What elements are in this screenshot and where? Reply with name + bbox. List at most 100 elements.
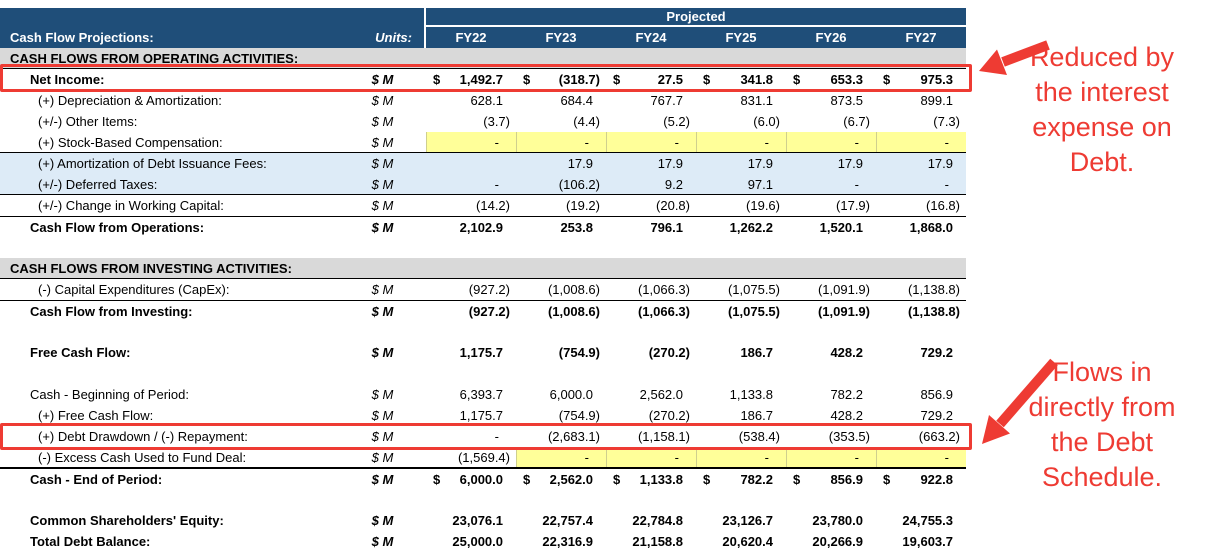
year-header[interactable]: FY26 <box>815 30 847 45</box>
value-cell[interactable]: (663.2) <box>918 429 960 444</box>
row-label-cell[interactable]: (+/-) Change in Working Capital: <box>38 198 224 213</box>
row-label-cell[interactable]: Cash - Beginning of Period: <box>30 387 189 402</box>
value-cell[interactable]: (1,158.1) <box>637 429 690 444</box>
value-cell[interactable]: 21,158.8 <box>632 534 683 549</box>
value-cell[interactable]: 767.7 <box>650 93 683 108</box>
row-label-cell[interactable]: (+) Amortization of Debt Issuance Fees: <box>38 156 267 171</box>
value-cell[interactable]: 97.1 <box>747 176 773 192</box>
value-cell[interactable]: (1,008.6) <box>547 282 600 297</box>
row-label-cell[interactable]: (+) Debt Drawdown / (-) Repayment: <box>38 429 248 444</box>
value-cell[interactable]: 1,520.1 <box>819 219 863 235</box>
row-label-cell[interactable]: (+/-) Other Items: <box>38 114 138 129</box>
value-cell[interactable]: 729.2 <box>920 345 953 360</box>
units-cell[interactable]: $ M <box>371 345 394 360</box>
value-cell[interactable]: 856.9 <box>920 387 953 402</box>
value-cell[interactable]: 17.9 <box>567 156 593 171</box>
value-cell[interactable]: (1,569.4) <box>457 449 510 465</box>
value-cell[interactable]: 6,000.0 <box>549 387 593 402</box>
row-label-cell[interactable]: (-) Excess Cash Used to Fund Deal: <box>38 449 247 465</box>
value-cell[interactable]: 253.8 <box>560 219 593 235</box>
row-label-cell[interactable]: Net Income: <box>30 72 105 87</box>
value-cell[interactable]: $856.9 <box>793 471 863 487</box>
value-cell[interactable]: (1,008.6) <box>547 303 600 319</box>
units-cell[interactable]: $ M <box>371 282 394 297</box>
value-cell[interactable]: 796.1 <box>650 219 683 235</box>
value-cell[interactable]: $ (318.7) <box>523 72 600 87</box>
value-cell[interactable]: 628.1 <box>470 93 503 108</box>
row-label-cell[interactable]: Total Debt Balance: <box>30 534 151 549</box>
value-cell[interactable]: (270.2) <box>648 345 690 360</box>
value-cell[interactable]: - <box>786 132 876 152</box>
units-cell[interactable]: $ M <box>371 303 394 319</box>
value-cell[interactable]: 729.2 <box>920 408 953 423</box>
units-cell[interactable]: $ M <box>371 176 394 192</box>
value-cell[interactable]: (19.2) <box>566 198 600 213</box>
value-cell[interactable]: (6.0) <box>753 114 780 129</box>
value-cell[interactable]: - <box>854 176 859 192</box>
value-cell[interactable]: (7.3) <box>933 114 960 129</box>
value-cell[interactable]: 831.1 <box>740 93 773 108</box>
value-cell[interactable]: 782.2 <box>830 387 863 402</box>
value-cell[interactable]: (754.9) <box>558 345 600 360</box>
value-cell[interactable]: (754.9) <box>558 408 600 423</box>
value-cell[interactable]: (353.5) <box>828 429 870 444</box>
value-cell[interactable]: (16.8) <box>926 198 960 213</box>
row-label-cell[interactable]: Common Shareholders' Equity: <box>30 513 224 528</box>
value-cell[interactable]: $975.3 <box>883 72 953 87</box>
value-cell[interactable]: (17.9) <box>836 198 870 213</box>
value-cell[interactable]: 23,076.1 <box>452 513 503 528</box>
value-cell[interactable]: - <box>944 176 949 192</box>
value-cell[interactable]: (1,066.3) <box>637 303 690 319</box>
row-label-cell[interactable]: Cash Flow from Investing: <box>30 303 193 319</box>
value-cell[interactable]: 1,868.0 <box>909 219 953 235</box>
value-cell[interactable]: 873.5 <box>830 93 863 108</box>
value-cell[interactable]: 17.9 <box>837 156 863 171</box>
units-cell[interactable]: $ M <box>371 156 394 171</box>
value-cell[interactable]: (6.7) <box>843 114 870 129</box>
units-cell[interactable]: $ M <box>371 449 394 465</box>
row-label-cell[interactable]: Free Cash Flow: <box>30 345 131 360</box>
units-cell[interactable]: $ M <box>371 513 394 528</box>
value-cell[interactable]: 9.2 <box>664 176 683 192</box>
value-cell[interactable]: 22,757.4 <box>542 513 593 528</box>
value-cell[interactable]: 17.9 <box>657 156 683 171</box>
row-label-cell[interactable]: (+/-) Deferred Taxes: <box>38 176 158 192</box>
row-label-cell[interactable]: Cash Flow from Operations: <box>30 219 205 235</box>
section-header-cell[interactable]: CASH FLOWS FROM INVESTING ACTIVITIES: <box>10 260 292 276</box>
value-cell[interactable]: - <box>876 447 966 467</box>
row-label-cell[interactable]: (-) Capital Expenditures (CapEx): <box>38 282 230 297</box>
units-cell[interactable]: $ M <box>371 387 394 402</box>
units-cell[interactable]: $ M <box>371 471 394 487</box>
value-cell[interactable]: 1,175.7 <box>459 408 503 423</box>
value-cell[interactable]: $2,562.0 <box>523 471 593 487</box>
value-cell[interactable]: 19,603.7 <box>902 534 953 549</box>
value-cell[interactable]: (5.2) <box>663 114 690 129</box>
value-cell[interactable]: (1,066.3) <box>637 282 690 297</box>
value-cell[interactable]: $653.3 <box>793 72 863 87</box>
value-cell[interactable]: 23,126.7 <box>722 513 773 528</box>
value-cell[interactable]: (1,138.8) <box>907 282 960 297</box>
value-cell[interactable]: (19.6) <box>746 198 780 213</box>
year-header[interactable]: FY24 <box>635 30 667 45</box>
value-cell[interactable]: (1,091.9) <box>817 303 870 319</box>
value-cell[interactable]: (538.4) <box>738 429 780 444</box>
units-cell[interactable]: $ M <box>371 408 394 423</box>
value-cell[interactable]: 20,620.4 <box>722 534 773 549</box>
value-cell[interactable]: $922.8 <box>883 471 953 487</box>
value-cell[interactable]: - <box>606 132 696 152</box>
value-cell[interactable]: $782.2 <box>703 471 773 487</box>
value-cell[interactable]: 428.2 <box>830 345 863 360</box>
value-cell[interactable]: - <box>786 447 876 467</box>
value-cell[interactable]: 1,262.2 <box>729 219 773 235</box>
value-cell[interactable]: (106.2) <box>558 176 600 192</box>
value-cell[interactable]: 20,266.9 <box>812 534 863 549</box>
value-cell[interactable]: - <box>494 176 499 192</box>
value-cell[interactable]: 25,000.0 <box>452 534 503 549</box>
value-cell[interactable]: 428.2 <box>830 408 863 423</box>
value-cell[interactable]: (270.2) <box>648 408 690 423</box>
value-cell[interactable]: 17.9 <box>927 156 953 171</box>
value-cell[interactable]: (1,091.9) <box>817 282 870 297</box>
value-cell[interactable]: (927.2) <box>468 282 510 297</box>
units-cell[interactable]: $ M <box>371 219 394 235</box>
year-header[interactable]: FY23 <box>545 30 577 45</box>
